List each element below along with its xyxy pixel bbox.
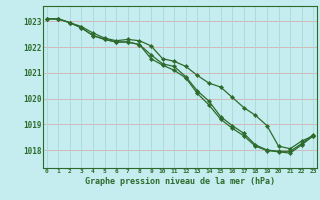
X-axis label: Graphe pression niveau de la mer (hPa): Graphe pression niveau de la mer (hPa) [85,177,275,186]
